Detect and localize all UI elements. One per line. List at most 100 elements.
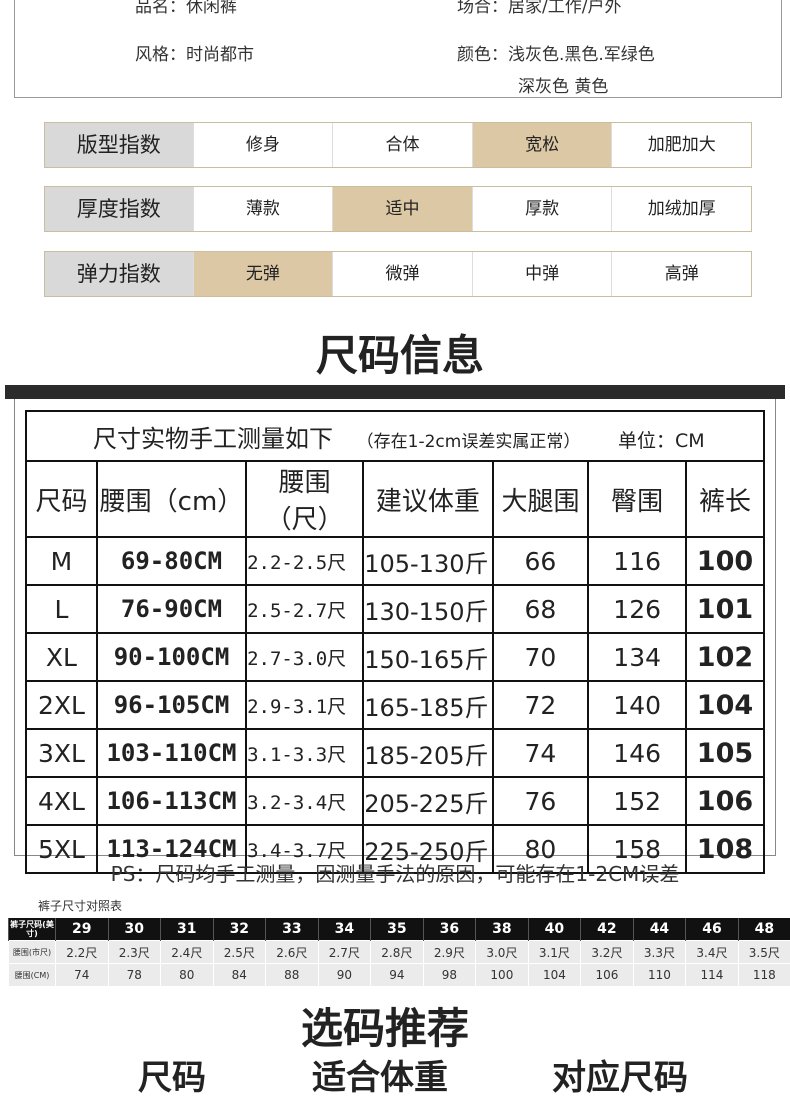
- conversion-cell: 35: [371, 918, 424, 941]
- recommend-title: 选码推荐: [0, 995, 770, 1056]
- conversion-cell: 46: [686, 918, 739, 941]
- conversion-cell: 3.0尺: [476, 941, 529, 964]
- index-option: 加肥加大: [611, 123, 751, 167]
- size-cell: 3.2-3.4尺: [246, 777, 363, 825]
- product-name: 品名：休闲裤: [135, 0, 237, 17]
- index-row: 厚度指数薄款适中厚款加绒加厚: [44, 186, 752, 232]
- conversion-cell: 118: [738, 964, 790, 987]
- occasion: 场合：居家/工作/户外: [457, 0, 621, 17]
- conversion-cell: 32: [213, 918, 266, 941]
- caption-cell: 尺寸实物手工测量如下 （存在1-2cm误差实属正常） 单位：CM: [26, 411, 764, 461]
- size-cell: XL: [26, 633, 97, 681]
- conversion-cell: 3.1尺: [528, 941, 581, 964]
- size-cell: 140: [588, 681, 686, 729]
- conversion-cell: 33: [266, 918, 319, 941]
- size-cell: 70: [493, 633, 589, 681]
- header-cell: 大腿围: [493, 461, 589, 537]
- size-cell: 152: [588, 777, 686, 825]
- conversion-cell: 36: [423, 918, 476, 941]
- header-cell: 腰围（cm）: [97, 461, 246, 537]
- index-option: 厚款: [472, 187, 612, 231]
- size-cell: 185-205斤: [363, 729, 492, 777]
- size-cell: 68: [493, 585, 589, 633]
- index-option: 无弹: [193, 252, 333, 296]
- size-cell: 134: [588, 633, 686, 681]
- size-cell: 3XL: [26, 729, 97, 777]
- conversion-cell: 2.7尺: [318, 941, 371, 964]
- info-box: [14, 0, 782, 98]
- size-cell: 2.5-2.7尺: [246, 585, 363, 633]
- size-cell: 126: [588, 585, 686, 633]
- size-cell: 2XL: [26, 681, 97, 729]
- size-cell: 102: [686, 633, 764, 681]
- conversion-cell: 78: [108, 964, 161, 987]
- size-cell: 96-105CM: [97, 681, 246, 729]
- size-cell: L: [26, 585, 97, 633]
- header-cell: 腰围（尺）: [246, 461, 363, 537]
- conversion-cell: 29: [56, 918, 109, 941]
- size-cell: 104: [686, 681, 764, 729]
- index-label: 厚度指数: [45, 187, 193, 231]
- conversion-cell: 44: [633, 918, 686, 941]
- size-cell: 66: [493, 537, 589, 585]
- ps-note: PS：尺码均手工测量，因测量手法的原因，可能存在1-2CM误差: [0, 858, 790, 887]
- conversion-cell: 2.2尺: [56, 941, 109, 964]
- conversion-cell: 88: [266, 964, 319, 987]
- conversion-title: 裤子尺寸对照表: [38, 897, 122, 914]
- conversion-cell: 34: [318, 918, 371, 941]
- index-option: 合体: [332, 123, 472, 167]
- conversion-cell: 84: [213, 964, 266, 987]
- conversion-cell: 90: [318, 964, 371, 987]
- conversion-cell: 100: [476, 964, 529, 987]
- recommend-col: 对应尺码: [520, 1050, 720, 1099]
- conversion-cell: 31: [161, 918, 214, 941]
- size-cell: 205-225斤: [363, 777, 492, 825]
- conversion-cell: 104: [528, 964, 581, 987]
- conversion-cell: 38: [476, 918, 529, 941]
- conversion-cell: 94: [371, 964, 424, 987]
- index-option: 加绒加厚: [611, 187, 751, 231]
- index-option: 修身: [193, 123, 333, 167]
- conversion-label: 腰围(市尺): [9, 941, 56, 964]
- conversion-cell: 40: [528, 918, 581, 941]
- index-label: 版型指数: [45, 123, 193, 167]
- size-cell: 69-80CM: [97, 537, 246, 585]
- index-row: 弹力指数无弹微弹中弹高弹: [44, 251, 752, 297]
- conversion-cell: 2.6尺: [266, 941, 319, 964]
- conversion-cell: 74: [56, 964, 109, 987]
- index-row: 版型指数修身合体宽松加肥加大: [44, 122, 752, 168]
- size-cell: 105: [686, 729, 764, 777]
- size-cell: 150-165斤: [363, 633, 492, 681]
- bar: [5, 385, 785, 399]
- size-cell: 130-150斤: [363, 585, 492, 633]
- size-cell: 106: [686, 777, 764, 825]
- size-cell: 103-110CM: [97, 729, 246, 777]
- colors: 颜色：浅灰色.黑色.军绿色: [457, 40, 655, 65]
- conversion-cell: 2.8尺: [371, 941, 424, 964]
- size-cell: 2.7-3.0尺: [246, 633, 363, 681]
- conversion-cell: 2.9尺: [423, 941, 476, 964]
- conversion-cell: 2.3尺: [108, 941, 161, 964]
- header-cell: 臀围: [588, 461, 686, 537]
- conversion-cell: 80: [161, 964, 214, 987]
- recommend-col: 尺码: [72, 1050, 272, 1099]
- colors-more: 深灰色 黄色: [518, 72, 608, 97]
- size-cell: 76: [493, 777, 589, 825]
- size-cell: 90-100CM: [97, 633, 246, 681]
- size-cell: 72: [493, 681, 589, 729]
- conversion-cell: 3.4尺: [686, 941, 739, 964]
- conversion-label: 裤子尺码(美寸): [9, 918, 56, 941]
- conversion-label: 腰围(CM): [9, 964, 56, 987]
- conversion-cell: 2.4尺: [161, 941, 214, 964]
- index-option: 中弹: [472, 252, 612, 296]
- size-cell: 4XL: [26, 777, 97, 825]
